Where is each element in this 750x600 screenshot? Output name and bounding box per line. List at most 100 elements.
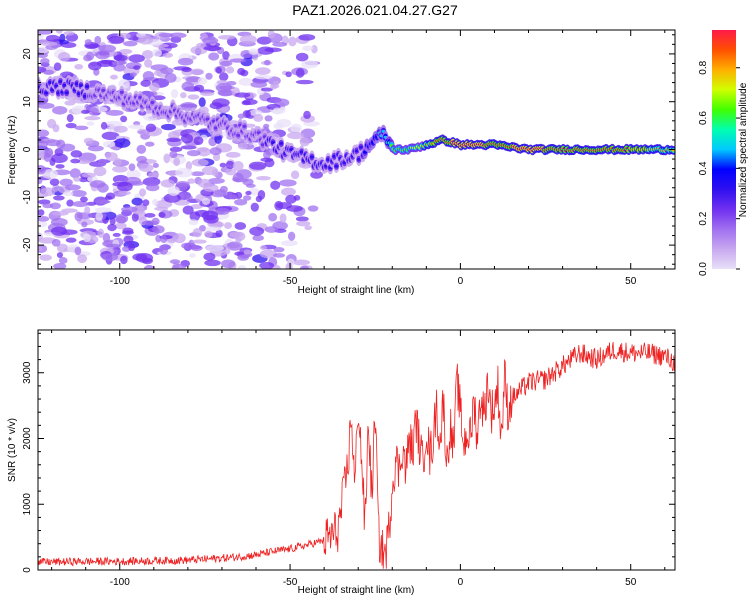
spectrogram-cell — [236, 133, 241, 137]
spectrogram-cell — [144, 141, 155, 147]
spectrogram-cell — [237, 142, 248, 150]
spectrogram-cell — [238, 77, 254, 86]
spectrogram-cell — [169, 259, 181, 264]
spectrogram-cell — [56, 252, 64, 258]
spectrogram-cell — [38, 102, 55, 109]
spectrogram-cell — [204, 230, 213, 238]
spectrogram-cell — [204, 259, 221, 267]
colorbar-tick-label: 0.6 — [698, 111, 709, 125]
spectrogram-cell — [356, 157, 361, 161]
snr-y-label: SNR (10 * v/v) — [7, 418, 18, 482]
spectrogram-cell — [201, 166, 218, 176]
x-tick-label: -100 — [110, 577, 130, 588]
spectrogram-cell — [250, 202, 259, 212]
spectrogram-cell — [290, 123, 302, 133]
x-tick-label: 50 — [625, 577, 637, 588]
spectrogram-cell — [104, 195, 113, 200]
spectrogram-cell — [52, 105, 68, 115]
spectrogram-cell — [269, 83, 278, 90]
spectrogram-cell — [88, 107, 99, 116]
spectrogram-cell — [198, 97, 206, 108]
spectrogram-cell — [66, 113, 74, 123]
spectrogram-cell — [113, 64, 127, 72]
spectrogram-cell — [119, 90, 124, 94]
spectrogram-cell — [45, 139, 62, 147]
spectrogram-cell — [160, 235, 168, 244]
spectrogram-cell — [279, 141, 284, 145]
spectrogram-cell — [138, 163, 154, 172]
spectrogram-cell — [146, 183, 160, 192]
spectrogram-cell — [151, 95, 166, 101]
spectrogram-cell — [122, 230, 134, 235]
spectrogram-cell — [83, 54, 93, 62]
spectrogram-cell — [205, 72, 213, 80]
spectrogram-cell — [242, 124, 247, 128]
spectrogram-cell — [242, 178, 254, 186]
spectrogram-cell — [83, 137, 94, 145]
spectrogram-cell — [51, 211, 69, 216]
spectrogram-cell — [288, 36, 297, 47]
spectrogram-cell — [273, 253, 286, 258]
spectrogram-cell — [143, 265, 155, 269]
spectrogram-cell — [279, 179, 297, 187]
spectrogram-cell — [295, 216, 309, 222]
spectrogram-cell — [53, 62, 62, 71]
spectrogram-cell — [59, 143, 76, 152]
spectrogram-cell — [186, 150, 201, 157]
y-tick-label: -20 — [22, 237, 33, 252]
spectrogram-cell — [205, 226, 222, 232]
spectrogram-cell — [97, 158, 107, 166]
spectrogram-cell — [160, 123, 176, 131]
spectrogram-cell — [256, 176, 271, 181]
spectrogram-cell — [358, 145, 363, 149]
x-tick-label: 50 — [625, 276, 637, 287]
spectrogram-cell — [53, 262, 67, 269]
spectrogram-cell — [201, 197, 211, 205]
chart-title: PAZ1.2026.021.04.27.G27 — [292, 2, 458, 18]
spectrogram-cell — [39, 254, 52, 261]
spectrogram-cell — [123, 40, 138, 47]
spectrogram-cell — [196, 147, 209, 152]
spectrogram-cell — [113, 125, 128, 133]
spectrogram-cell — [38, 199, 51, 205]
spectrogram-cell — [236, 169, 252, 179]
spectrogram-cell — [249, 226, 265, 236]
spectrogram-cell — [207, 177, 225, 184]
spectrogram-cell — [74, 125, 89, 131]
spectrogram-cell — [150, 101, 155, 105]
spectrogram-cell — [215, 66, 222, 74]
spectrogram-cell — [285, 262, 293, 269]
spectrogram-cell — [38, 246, 43, 252]
spectrogram-cell — [148, 82, 160, 92]
colorbar-tick-label: 0.2 — [698, 211, 709, 225]
spectrogram-cell — [273, 246, 285, 253]
spectrogram-cell — [203, 45, 222, 51]
spectrogram-cell — [105, 152, 118, 162]
spectrogram-cell — [256, 131, 261, 135]
spectrogram-cell — [229, 231, 244, 238]
spectrogram-cell — [225, 151, 241, 158]
spectrogram-cell — [173, 233, 186, 244]
spectrogram-cell — [237, 113, 245, 119]
spectrogram-cell — [62, 83, 67, 87]
y-tick-label: 1000 — [22, 493, 33, 516]
spectrogram-cell — [303, 110, 311, 120]
spectrogram-cell — [219, 185, 228, 193]
spectrogram-cell — [38, 215, 50, 222]
spectrogram-cell — [149, 91, 158, 96]
spectrogram-cell — [263, 123, 270, 129]
spectrogram-cell — [40, 41, 58, 47]
spectrogram-cell — [152, 198, 159, 206]
spectrogram-cell — [259, 261, 275, 269]
spectrogram-cell — [64, 100, 76, 106]
spectrogram-cell — [260, 87, 273, 92]
spectrogram-cell — [73, 176, 81, 182]
spectrogram-cell — [102, 232, 111, 243]
spectrogram-cell — [285, 194, 297, 204]
spectrogram-cell — [55, 164, 65, 169]
spectrogram-cell — [38, 209, 45, 216]
spectrogram-cell — [272, 107, 283, 114]
spectrogram-cell — [78, 177, 89, 183]
spectrogram-cell — [74, 82, 79, 86]
spectrogram-cell — [203, 214, 219, 224]
